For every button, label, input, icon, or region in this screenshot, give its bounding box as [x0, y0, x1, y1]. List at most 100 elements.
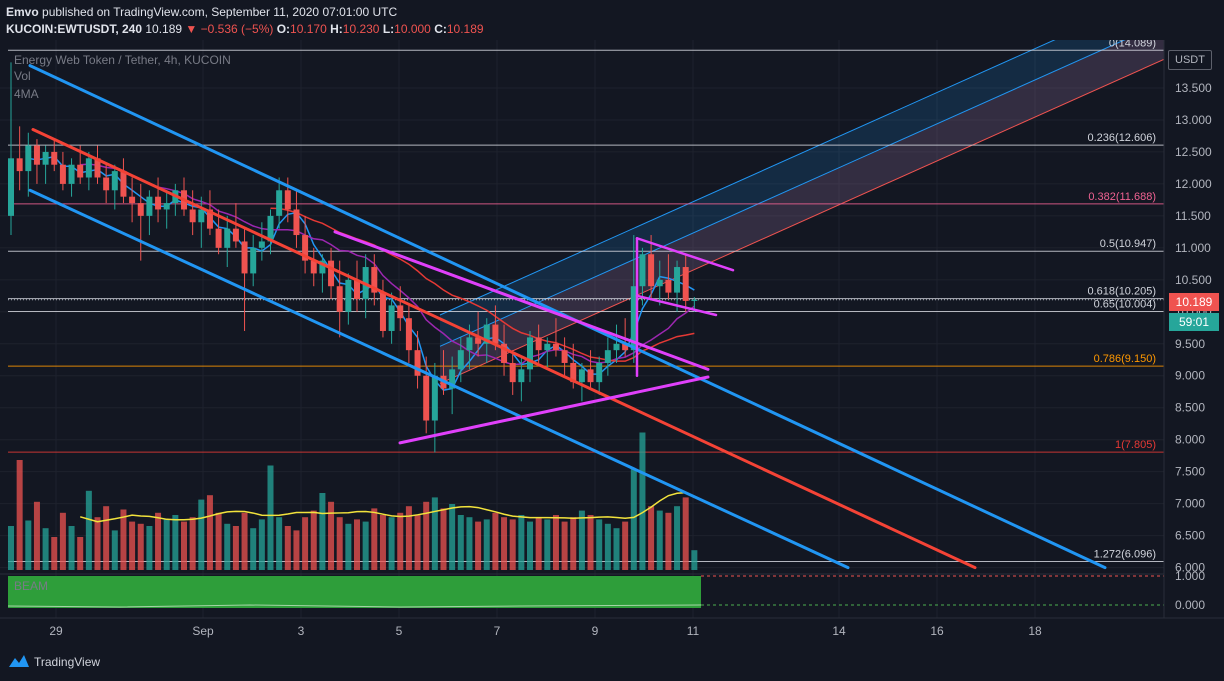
open-label: O: — [276, 22, 291, 36]
candle-body — [25, 145, 32, 172]
candle-body — [561, 350, 568, 363]
candle-body — [483, 324, 490, 344]
flag-upper-line — [635, 237, 735, 272]
close-label: C: — [434, 22, 447, 36]
candle-body — [639, 254, 646, 287]
price-tick-label: 6.500 — [1175, 529, 1205, 543]
candle-body — [276, 190, 283, 216]
volume-bar — [475, 521, 482, 570]
close-value: 10.189 — [446, 22, 484, 36]
price-tick-label: 6.000 — [1175, 561, 1205, 575]
price-tick-label: 11.000 — [1175, 241, 1211, 255]
volume-bar — [622, 521, 629, 570]
volume-bar — [206, 495, 213, 570]
candle-body — [103, 177, 110, 191]
volume-bar — [172, 515, 179, 570]
volume-bar — [111, 530, 118, 570]
candle-body — [250, 247, 257, 274]
fib-level-label: 0.618(10.205) — [1088, 286, 1157, 298]
candle-body — [397, 305, 404, 319]
wedge-upper-line — [333, 230, 710, 371]
volume-bar — [604, 523, 611, 570]
volume-bar — [120, 509, 127, 570]
volume-bar — [630, 468, 637, 570]
price-tick-label: 7.000 — [1175, 497, 1205, 511]
candle-body — [224, 228, 231, 248]
time-tick-label: Sep — [192, 624, 214, 638]
candle-body — [622, 343, 629, 351]
volume-bar — [682, 497, 689, 570]
time-tick-label: 18 — [1028, 624, 1042, 638]
publish-line: Emvo published on TradingView.com, Septe… — [6, 5, 397, 19]
time-axis[interactable]: 29 Sep 3 5 7 9 11 14 16 18 — [0, 617, 1224, 638]
chart-canvas[interactable]: 0(14.089) 0.236(12.606) 0.382(11.688) 0.5(1… — [0, 40, 1224, 641]
volume-bar — [492, 512, 499, 570]
candle-body — [371, 267, 378, 293]
candle-body — [33, 145, 40, 165]
indicator-tick-label: 1.000 — [1175, 569, 1205, 583]
pitchfork-lower-tine — [439, 40, 1126, 347]
tradingview-logo-icon[interactable] — [8, 653, 30, 669]
candle-body — [137, 203, 144, 216]
candle-body — [613, 343, 620, 351]
volume-bar — [345, 523, 352, 570]
price-tick-label: 8.500 — [1175, 401, 1205, 415]
legend-vol: Vol — [14, 69, 31, 83]
volume-ma-line — [79, 491, 695, 523]
legend-indicator: BEAM — [14, 579, 48, 593]
candle-body — [354, 279, 360, 300]
chart-legend: Energy Web Token / Tether, 4h, KUCOIN Vo… — [14, 53, 231, 593]
volume-bar — [561, 521, 568, 570]
beam-fill — [8, 576, 701, 608]
candle-body — [241, 241, 248, 274]
price-tick-label: 8.000 — [1175, 433, 1205, 447]
volume-bar — [155, 512, 162, 570]
candle-body — [501, 343, 508, 363]
price-tick-label: 13.500 — [1175, 81, 1212, 95]
volume-bar — [276, 517, 283, 570]
volume-bar — [405, 506, 412, 570]
volume-bar — [518, 515, 525, 570]
tradingview-brand[interactable]: TradingView — [34, 655, 101, 669]
ohlc-line: KUCOIN:EWTUSDT, 240 10.189 ▼ −0.536 (−5%… — [6, 22, 484, 36]
candle-body — [379, 292, 386, 331]
footer: TradingView — [0, 641, 1224, 681]
candle-body — [604, 350, 611, 363]
volume-bar — [552, 515, 559, 570]
volume-bar — [258, 519, 265, 570]
candle-body — [328, 260, 335, 287]
pitchfork-median — [439, 58, 1164, 384]
candle-body — [155, 196, 162, 210]
volume-bar — [501, 517, 508, 570]
candle-body — [578, 369, 585, 383]
volume-bar — [215, 512, 222, 570]
fib-level-label: 0.382(11.688) — [1088, 191, 1156, 203]
price-tick-label: 7.500 — [1175, 465, 1205, 479]
volume-bar — [544, 519, 551, 570]
volume-bar — [59, 512, 66, 570]
fib-level-label: 1(7.805) — [1115, 439, 1156, 451]
high-value: 10.230 — [342, 22, 380, 36]
volume-bar — [302, 517, 309, 570]
author-name[interactable]: Emvo — [6, 5, 39, 19]
candle-body — [59, 164, 66, 184]
symbol-label: KUCOIN:EWTUSDT, 240 — [6, 22, 143, 36]
currency-button[interactable]: USDT — [1168, 50, 1212, 70]
volume-bar — [379, 515, 386, 570]
chart-header: Emvo published on TradingView.com, Septe… — [0, 0, 1224, 40]
candle-body — [198, 209, 205, 223]
volume-bar — [509, 519, 516, 570]
price-tick-label: 9.500 — [1175, 337, 1205, 351]
volume-bar — [527, 521, 533, 570]
volume-bar — [648, 506, 655, 570]
candle-body — [656, 279, 663, 287]
legend-ma: 4MA — [14, 87, 39, 101]
volume-bar — [163, 519, 170, 570]
pitchfork-fill-lower — [440, 40, 1164, 384]
candle-body — [431, 375, 438, 421]
volume-bar — [16, 460, 23, 570]
price-tick-label: 9.000 — [1175, 369, 1205, 383]
candle-body — [51, 151, 58, 165]
time-tick-label: 11 — [687, 624, 700, 638]
volume-bar — [674, 506, 681, 570]
